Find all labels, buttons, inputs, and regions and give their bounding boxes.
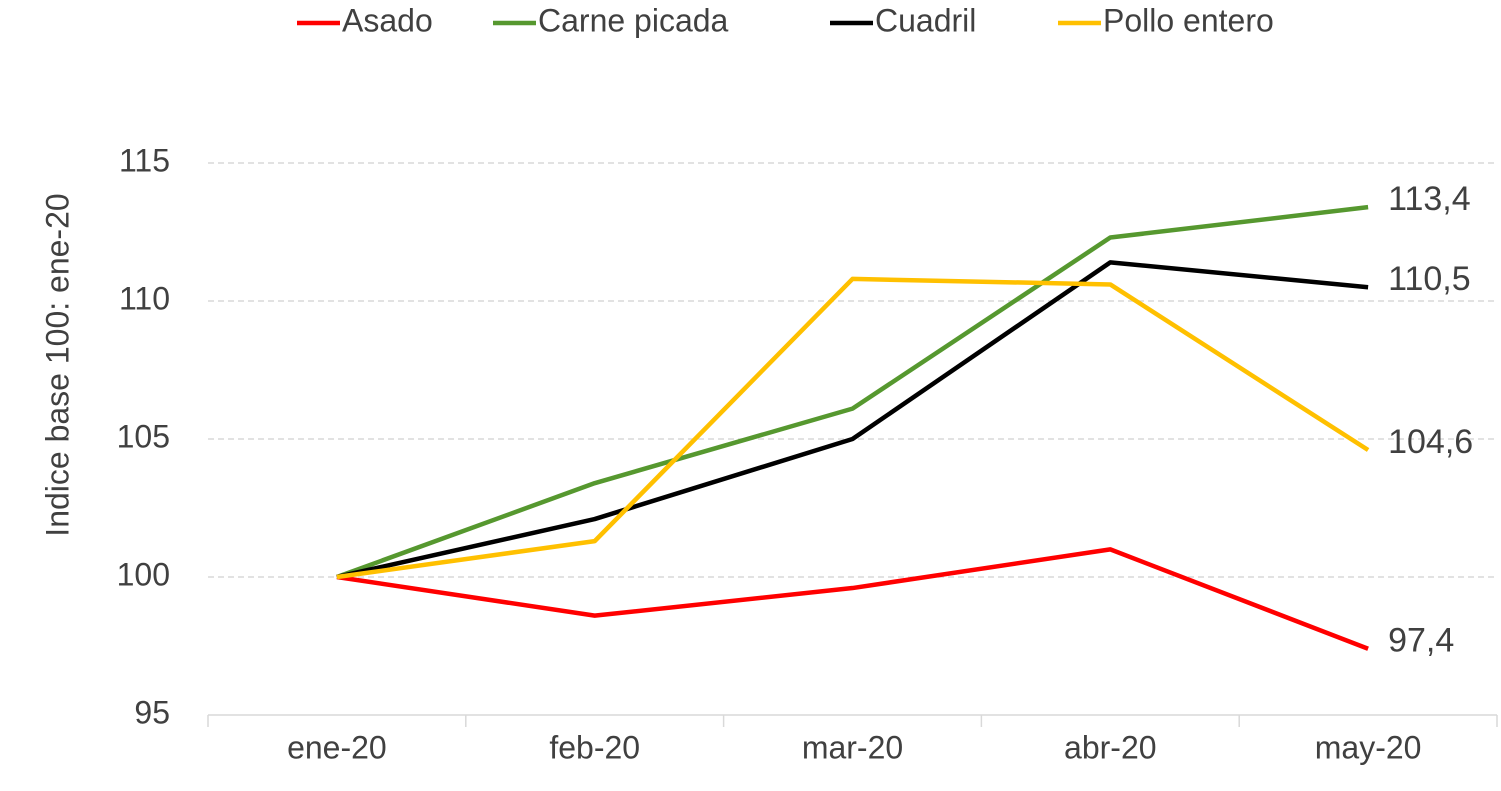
x-tick-label: abr-20 bbox=[1064, 729, 1157, 765]
data-label: 110,5 bbox=[1388, 260, 1471, 298]
legend-label: Cuadril bbox=[875, 2, 976, 38]
x-tick-label: may-20 bbox=[1315, 729, 1422, 765]
series-line bbox=[336, 260, 1369, 580]
x-tick-label: ene-20 bbox=[287, 729, 387, 765]
y-tick-label: 110 bbox=[119, 280, 170, 316]
data-label: 97,4 bbox=[1388, 622, 1454, 660]
legend-label: Pollo entero bbox=[1103, 2, 1274, 38]
y-tick-label: 115 bbox=[119, 142, 170, 178]
legend-label: Carne picada bbox=[538, 2, 729, 38]
y-tick-label: 100 bbox=[117, 556, 170, 592]
series-line bbox=[336, 204, 1369, 580]
data-label: 113,4 bbox=[1388, 180, 1471, 218]
x-tick-label: mar-20 bbox=[802, 729, 903, 765]
data-label: 104,6 bbox=[1388, 423, 1473, 461]
y-axis-title: Indice base 100: ene-20 bbox=[39, 193, 75, 536]
series-line bbox=[336, 547, 1369, 651]
legend-label: Asado bbox=[342, 2, 433, 38]
y-tick-label: 95 bbox=[134, 694, 170, 730]
x-tick-label: feb-20 bbox=[549, 729, 640, 765]
series-line bbox=[336, 276, 1370, 580]
y-tick-label: 105 bbox=[117, 418, 170, 454]
